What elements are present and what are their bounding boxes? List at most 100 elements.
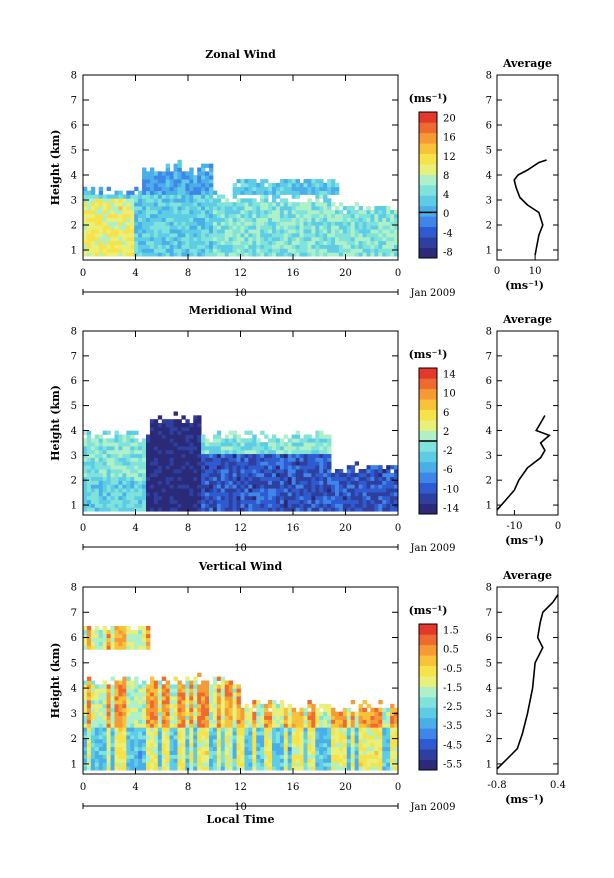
heatmap-cell (350, 469, 356, 474)
heatmap-cell (291, 488, 297, 493)
heatmap-cell (327, 434, 332, 439)
heatmap-cell (299, 233, 304, 238)
heatmap-cell (118, 641, 123, 646)
heatmap-cell (279, 182, 285, 188)
heatmap-cell (338, 742, 344, 748)
heatmap-cell (252, 438, 257, 443)
heatmap-cell (287, 179, 293, 184)
heatmap-cell (228, 229, 234, 234)
heatmap-cell (197, 476, 202, 481)
heatmap-cell (126, 754, 131, 759)
heatmap-cell (106, 492, 111, 497)
month-label: Jan 2009 (409, 288, 455, 299)
heatmap-cell (157, 244, 163, 249)
heatmap-cell (248, 707, 253, 713)
heatmap-cell (201, 186, 206, 192)
heatmap-cell (358, 233, 363, 238)
heatmap-cell (327, 236, 332, 242)
heatmap-cell (110, 692, 115, 697)
heatmap-cell (354, 213, 360, 219)
heatmap-cell (114, 446, 119, 451)
heatmap-cell (153, 182, 159, 188)
heatmap-cell (228, 213, 234, 219)
heatmap-cell (173, 469, 178, 474)
heatmap-cell (240, 198, 245, 203)
heatmap-cell (260, 488, 265, 493)
heatmap-cell (366, 762, 371, 767)
heatmap-cell (303, 179, 308, 184)
heatmap-cell (138, 742, 143, 748)
heatmap-cell (177, 434, 182, 439)
heatmap-cell (205, 715, 210, 720)
heatmap-cell (189, 229, 194, 234)
heatmap-cell (323, 484, 328, 489)
heatmap-cell (287, 469, 293, 474)
heatmap-cell (299, 766, 304, 771)
heatmap-cell (134, 244, 139, 249)
heatmap-cell (122, 688, 127, 693)
heatmap-cell (201, 719, 206, 724)
heatmap-cell (327, 715, 332, 720)
heatmap-cell (146, 746, 151, 752)
heatmap-cell (216, 252, 222, 257)
heatmap-cell (252, 492, 257, 497)
heatmap-cell (236, 499, 241, 504)
heatmap-cell (146, 198, 151, 203)
heatmap-cell (157, 434, 163, 439)
heatmap-cell (209, 742, 214, 748)
heatmap-cell (256, 707, 261, 713)
heatmap-cell (193, 680, 198, 685)
heatmap-cell (260, 213, 265, 219)
heatmap-cell (134, 236, 139, 242)
heatmap-cell (216, 715, 222, 720)
heatmap-cell (83, 202, 88, 207)
heatmap-cell (209, 507, 214, 512)
heatmap-cell (315, 453, 320, 458)
heatmap-cell (146, 738, 151, 744)
heatmap-cell (287, 252, 293, 257)
heatmap-cell (342, 742, 348, 748)
heatmap-cell (248, 248, 253, 253)
heatmap-cell (362, 209, 367, 215)
heatmap-cell (181, 446, 186, 451)
heatmap-cell (350, 229, 356, 234)
heatmap-cell (130, 194, 135, 199)
heatmap-cell (358, 244, 363, 249)
heatmap-cell (382, 766, 387, 771)
heatmap-cell (327, 719, 332, 724)
heatmap-cell (212, 707, 218, 713)
heatmap-cell (275, 754, 281, 759)
heatmap-cell (86, 480, 92, 485)
heatmap-cell (106, 499, 111, 504)
heatmap-cell (185, 754, 190, 759)
heatmap-cell (149, 758, 155, 763)
heatmap-cell (142, 688, 147, 693)
heatmap-cell (98, 488, 104, 493)
heatmap-cell (86, 476, 92, 481)
heatmap-cell (283, 202, 289, 207)
heatmap-cell (86, 236, 92, 242)
heatmap-cell (205, 762, 210, 767)
heatmap-cell (130, 692, 135, 697)
y-tick-label: 1 (71, 501, 77, 512)
heatmap-cell (346, 507, 352, 512)
heatmap-cell (299, 240, 304, 245)
heatmap-cell (256, 202, 261, 207)
heatmap-cell (106, 488, 111, 493)
heatmap-cell (90, 252, 96, 257)
heatmap-cell (264, 240, 269, 245)
heatmap-cell (268, 248, 273, 253)
heatmap-cell (319, 217, 324, 222)
heatmap-cell (260, 248, 265, 253)
heatmap-cell (165, 472, 171, 478)
heatmap-cell (149, 426, 155, 432)
heatmap-cell (335, 240, 340, 245)
heatmap-cell (153, 499, 159, 504)
heatmap-cell (323, 434, 328, 439)
heatmap-cell (90, 727, 96, 732)
heatmap-cell (94, 240, 100, 245)
heatmap-cell (323, 731, 328, 736)
heatmap-cell (98, 731, 104, 736)
heatmap-cell (327, 202, 332, 207)
heatmap-cell (142, 229, 147, 234)
